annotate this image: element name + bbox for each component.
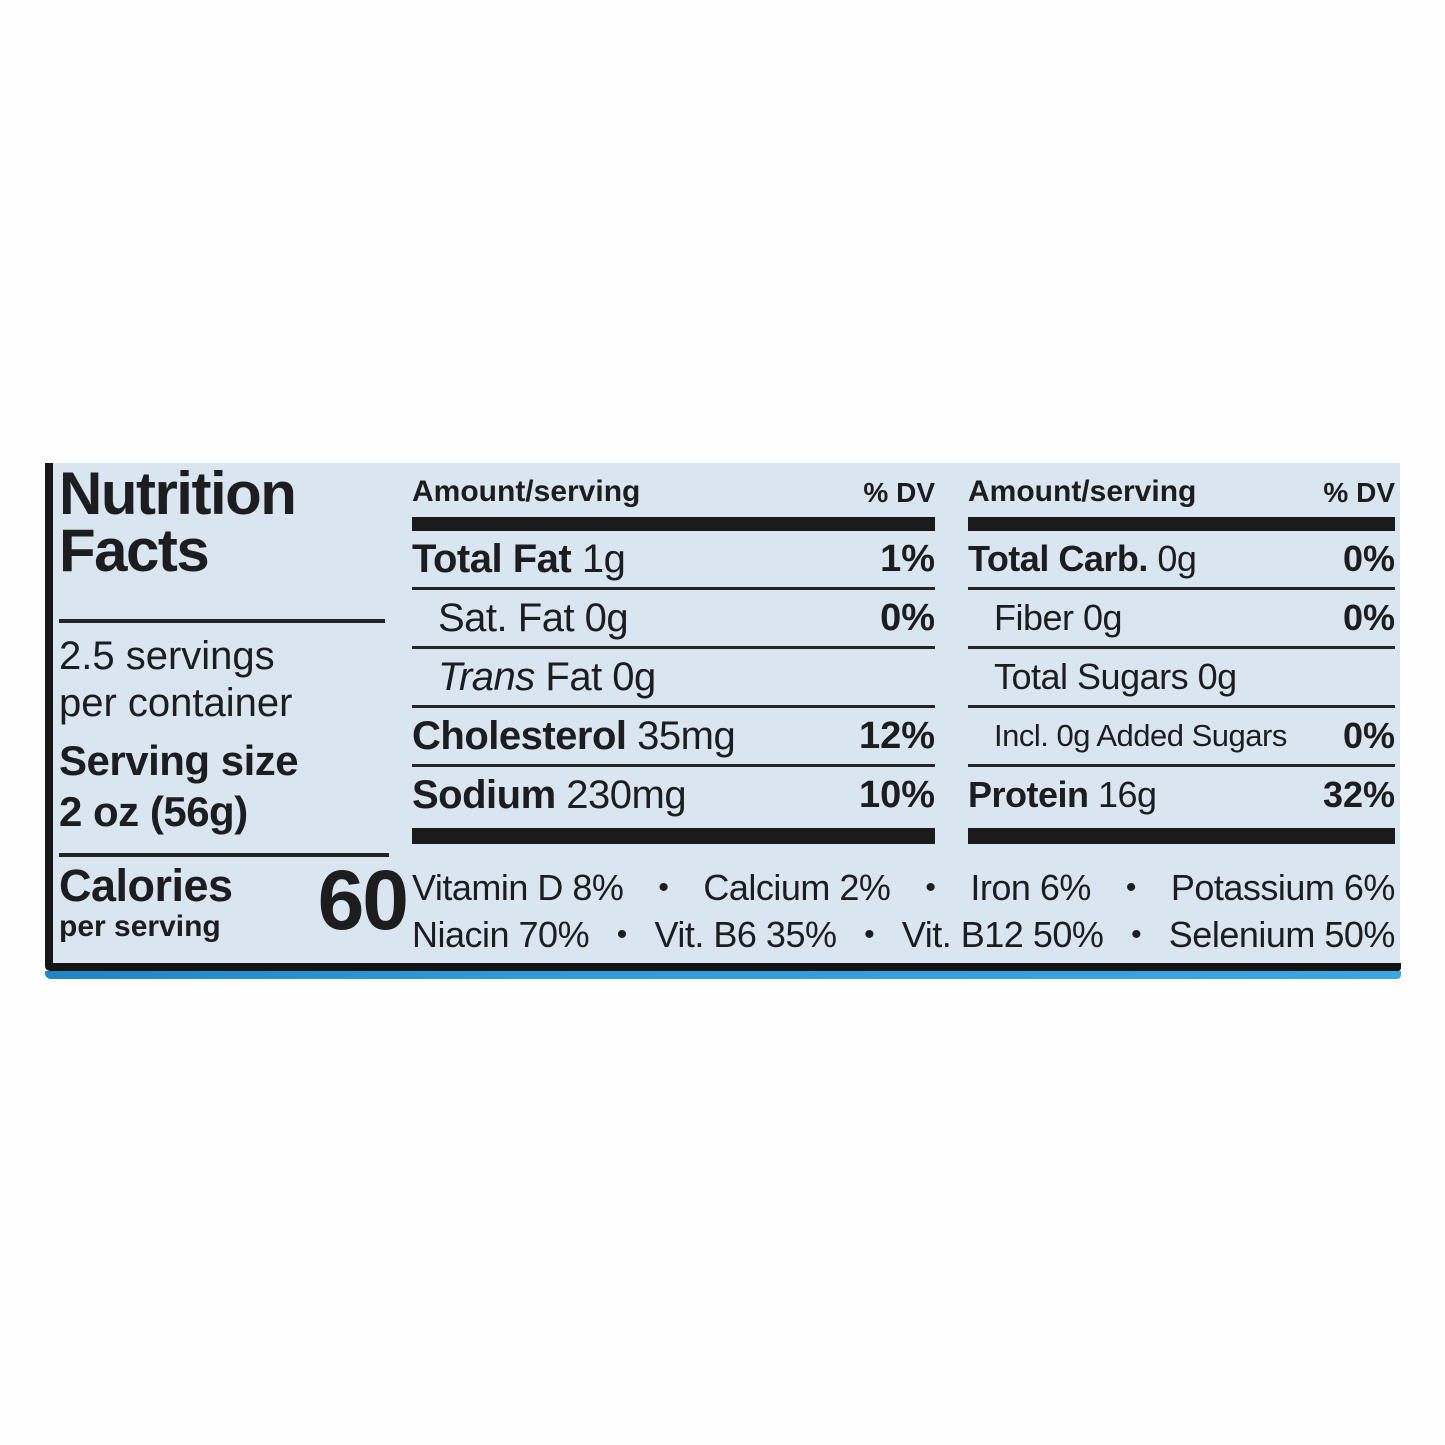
serving-size: Serving size 2 oz (56g) [59,735,299,837]
nutrient-row-protein: Protein 16g 32% [968,767,1395,823]
nutrient-name: Fiber 0g [994,597,1123,638]
percent-dv-header: % DV [863,477,935,508]
nutrient-row-total-fat: Total Fat 1g 1% [412,531,935,590]
label-bottom-edge [45,963,1401,971]
servings-per-container: 2.5 servings per container [59,633,292,727]
nutrient-name: Trans Fat 0g [438,654,656,699]
nutrient-row-added-sugars: Incl. 0g Added Sugars 0% [968,708,1395,767]
nutrient-name: Total Fat 1g [412,536,626,581]
nutrient-dv: 12% [858,714,935,757]
nutrient-name: Sodium 230mg [412,772,687,817]
bullet-separator: • [1125,870,1137,904]
nutrient-dv: 32% [1322,774,1395,815]
column-header: Amount/serving % DV [412,473,935,509]
title-line-1: Nutrition [59,460,297,527]
nutrient-name: Total Carb. 0g [968,538,1197,579]
divider [59,853,389,857]
nutrient-column-fat-sodium: Amount/serving % DV Total Fat 1g 1% Sat.… [412,473,935,844]
nutrient-row-cholesterol: Cholesterol 35mg 12% [412,708,935,767]
calories-value: 60 [317,853,409,947]
nutrient-row-total-sugars: Total Sugars 0g [968,649,1395,708]
amount-serving-header: Amount/serving [968,475,1197,508]
micronutrient: Calcium 2% [703,866,891,908]
micronutrients-section: Vitamin D 8% • Calcium 2% • Iron 6% • Po… [412,864,1395,958]
bullet-separator: • [864,917,875,951]
bullet-separator: • [925,870,936,904]
micronutrient: Selenium 50% [1168,913,1396,955]
serving-size-value: 2 oz (56g) [59,788,248,835]
bullet-separator: • [616,917,628,951]
nutrient-dv: 10% [858,773,935,816]
divider [59,619,385,623]
micronutrient: Niacin 70% [412,913,590,955]
calories-sublabel: per serving [59,910,221,943]
nutrient-dv: 0% [1342,597,1395,638]
percent-dv-header: % DV [1323,477,1395,508]
amount-serving-header: Amount/serving [412,475,641,508]
calories-section: Calories per serving 60 [59,858,409,958]
micronutrient: Iron 6% [970,866,1091,908]
micronutrient: Vit. B12 50% [901,913,1104,955]
nutrition-facts-title: Nutrition Facts [59,460,297,584]
nutrient-name: Protein 16g [968,774,1157,815]
nutrient-name: Incl. 0g Added Sugars [994,718,1287,753]
nutrient-dv: 0% [880,596,935,639]
nutrient-dv: 1% [880,537,935,580]
nutrient-name: Total Sugars 0g [994,656,1237,697]
column-header: Amount/serving % DV [968,473,1395,509]
serving-size-label: Serving size [59,737,299,784]
micronutrient: Potassium 6% [1170,866,1396,908]
thick-divider [968,517,1395,531]
nutrient-row-sodium: Sodium 230mg 10% [412,767,935,823]
blue-stripe [45,971,1401,979]
micronutrient: Vitamin D 8% [412,866,624,908]
thick-divider [412,828,935,844]
nutrient-name: Sat. Fat 0g [438,595,629,640]
servings-line-1: 2.5 servings [59,634,275,678]
nutrient-dv: 0% [1342,715,1395,756]
bullet-separator: • [658,870,669,904]
left-accent-bar [45,463,53,963]
thick-divider [968,828,1395,844]
nutrient-column-carb-protein: Amount/serving % DV Total Carb. 0g 0% Fi… [968,473,1395,844]
servings-line-2: per container [59,681,293,725]
nutrient-row-sat-fat: Sat. Fat 0g 0% [412,590,935,649]
thick-divider [412,517,935,531]
bullet-separator: • [1131,917,1142,951]
nutrient-dv: 0% [1342,538,1395,579]
nutrient-row-fiber: Fiber 0g 0% [968,590,1395,649]
calories-label: Calories [59,860,233,911]
nutrient-row-trans-fat: Trans Fat 0g [412,649,935,708]
nutrient-name: Cholesterol 35mg [412,713,736,758]
micronutrients-row-2: Niacin 70% • Vit. B6 35% • Vit. B12 50% … [412,911,1395,958]
micronutrient: Vit. B6 35% [654,913,837,955]
title-line-2: Facts [59,517,210,584]
nutrition-facts-label: Nutrition Facts 2.5 servings per contain… [45,463,1400,963]
micronutrients-row-1: Vitamin D 8% • Calcium 2% • Iron 6% • Po… [412,864,1395,911]
nutrient-row-total-carb: Total Carb. 0g 0% [968,531,1395,590]
